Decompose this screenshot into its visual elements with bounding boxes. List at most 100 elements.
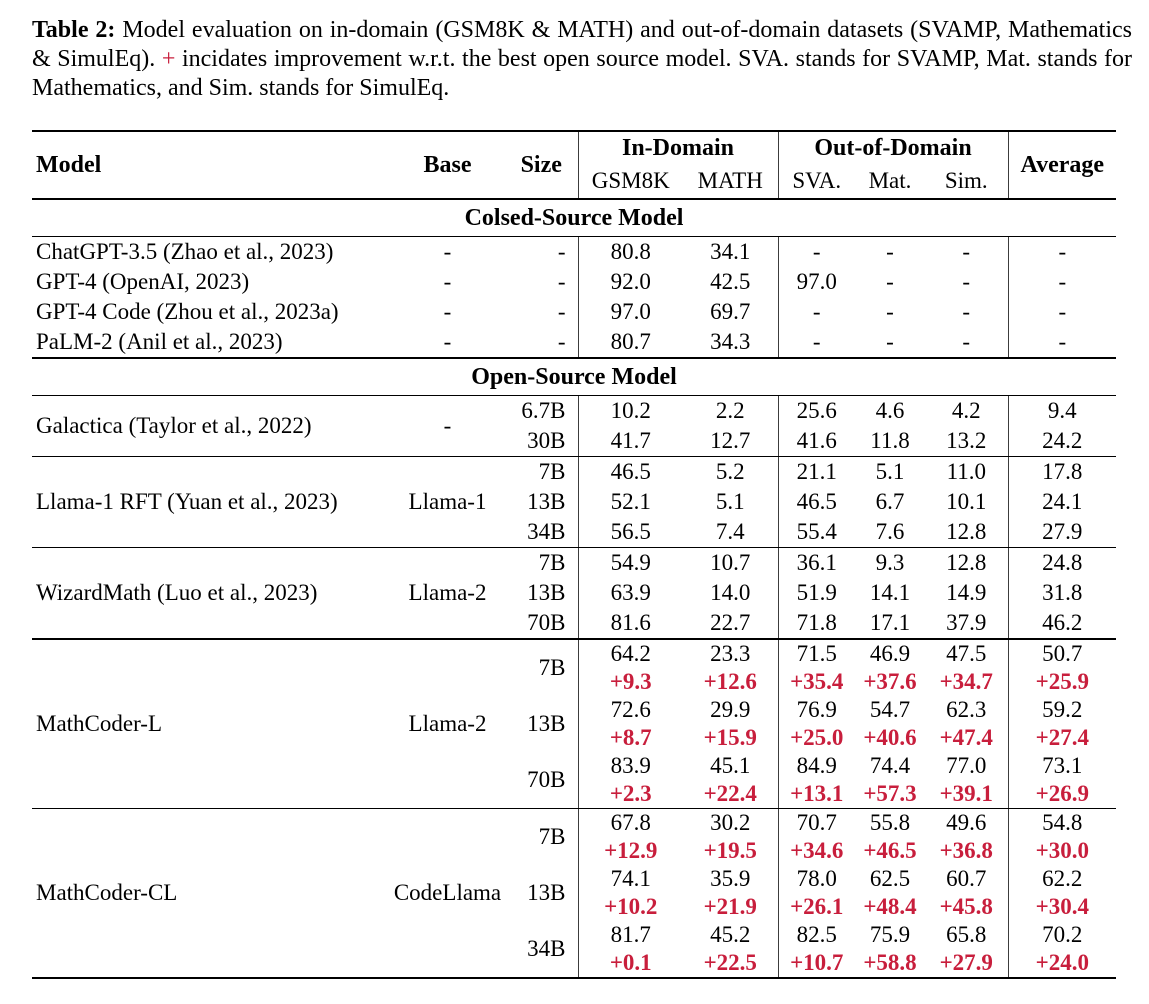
- score-cell: 24.1: [1007, 487, 1117, 517]
- model-size: 7B: [538, 459, 566, 484]
- score-cell: 22.7: [683, 608, 778, 640]
- improvement-row: +10.2 +21.9 +26.1 +48.4 +45.8 +30.4: [32, 893, 1117, 921]
- score-cell: 35.9: [710, 866, 751, 891]
- col-group-out-of-domain: Out-of-Domain: [777, 130, 1009, 164]
- model-size: -: [557, 239, 566, 264]
- improvement-cell: +34.6: [777, 837, 855, 865]
- score-cell: 54.8: [1007, 808, 1117, 837]
- score-cell: 83.9: [577, 752, 683, 780]
- model-size: 7B: [538, 550, 566, 575]
- improvement-cell: +37.6: [863, 669, 917, 694]
- score-row: GPT-4 (OpenAI, 2023) - -92.0 42.5 97.0- - -: [32, 267, 1117, 297]
- header-row-groups: Model Base Size In-Domain Out-of-Domain …: [32, 130, 1117, 200]
- model-size: 6.7B: [521, 398, 566, 423]
- score-cell: 45.2: [710, 922, 751, 947]
- score-cell: 71.5: [777, 639, 855, 668]
- improvement-row: +12.9 +19.5 +34.6 +46.5 +36.8 +30.0: [32, 837, 1117, 865]
- score-row: 13B 72.6 29.9 76.9 54.7 62.3 59.2: [32, 696, 1117, 736]
- score-cell: 97.0: [777, 267, 855, 297]
- score-cell: 27.9: [1007, 517, 1117, 548]
- model-size: 7B: [538, 824, 566, 849]
- score-cell: 10.2: [577, 395, 683, 426]
- improvement-cell: +40.6: [863, 725, 917, 750]
- score-cell: 9.3: [875, 550, 905, 575]
- base-model: -: [390, 327, 505, 359]
- results-table: Model Base Size In-Domain Out-of-Domain …: [32, 130, 1117, 979]
- model-size: 13B: [527, 580, 566, 605]
- improvement-cell: +2.3: [577, 780, 683, 809]
- model-name: GPT-4 (OpenAI, 2023): [36, 269, 250, 294]
- score-cell: 81.6: [577, 608, 683, 640]
- score-cell: -: [886, 239, 894, 264]
- score-cell: 36.1: [777, 547, 855, 578]
- improvement-cell: +36.8: [939, 838, 993, 863]
- score-cell: 2.2: [715, 398, 745, 423]
- col-header-base: Base: [390, 130, 505, 200]
- score-cell: 6.7: [875, 489, 905, 514]
- model-size: 34B: [505, 517, 578, 548]
- score-cell: -: [777, 236, 855, 267]
- score-cell: 46.2: [1007, 608, 1117, 640]
- model-size: -: [557, 299, 566, 324]
- score-cell: -: [962, 269, 971, 294]
- score-cell: 80.8: [577, 236, 683, 267]
- score-cell: 62.3: [946, 697, 987, 722]
- improvement-cell: +8.7: [577, 724, 683, 752]
- score-cell: 52.1: [577, 487, 683, 517]
- improvement-row: +9.3 +12.6 +35.4 +37.6 +34.7 +25.9: [32, 668, 1117, 696]
- score-cell: 51.9: [777, 578, 855, 608]
- score-cell: 64.2: [577, 639, 683, 668]
- score-cell: 12.8: [925, 517, 1009, 548]
- score-cell: 67.8: [577, 808, 683, 837]
- score-row: ChatGPT-3.5 (Zhao et al., 2023) - -80.8 34.…: [32, 236, 1117, 267]
- improvement-cell: +35.4: [777, 668, 855, 696]
- section-title: Open-Source Model: [32, 358, 1117, 396]
- col-header-sva: SVA.: [777, 164, 855, 200]
- section-title: Colsed-Source Model: [32, 199, 1117, 237]
- score-cell: 47.5: [946, 641, 987, 666]
- model-name: GPT-4 Code (Zhou et al., 2023a): [36, 299, 339, 324]
- base-model: -: [443, 269, 452, 294]
- model-name: MathCoder-L: [32, 639, 390, 809]
- score-cell: 73.1: [1007, 752, 1117, 780]
- score-cell: -: [777, 297, 855, 327]
- improvement-cell: +45.8: [939, 894, 993, 919]
- score-cell: 13.2: [925, 426, 1009, 457]
- score-cell: 10.1: [946, 489, 987, 514]
- score-cell: 74.1: [577, 865, 683, 893]
- model-name: MathCoder-CL: [32, 808, 390, 979]
- score-row: 34B 81.7 45.2 82.5 75.9 65.8 70.2: [32, 921, 1117, 979]
- score-cell: 92.0: [577, 267, 683, 297]
- model-size: -: [557, 269, 566, 294]
- score-cell: 41.6: [777, 426, 855, 457]
- improvement-cell: +13.1: [777, 780, 855, 809]
- score-cell: 46.5: [777, 487, 855, 517]
- score-cell: 84.9: [777, 752, 855, 780]
- score-row: 70B 83.9 45.1 84.9 74.4 77.0 73.1: [32, 752, 1117, 809]
- score-cell: 17.8: [1007, 456, 1117, 487]
- score-row: MathCoder-CL CodeLlama 7B 67.8 30.2 70.7 55.8 4…: [32, 808, 1117, 979]
- score-cell: 74.4: [869, 753, 911, 778]
- score-cell: 7.4: [683, 517, 778, 548]
- improvement-cell: +25.9: [1007, 668, 1117, 696]
- base-model: -: [390, 395, 505, 457]
- model-name: PaLM-2 (Anil et al., 2023): [32, 327, 390, 359]
- score-cell: -: [1007, 327, 1117, 359]
- table-caption: Table 2: Model evaluation on in-domain (…: [32, 16, 1132, 103]
- score-cell: 11.0: [946, 459, 986, 484]
- score-row: 70B 81.6 22.7 71.8 17.1 37.9 46.2: [32, 608, 1117, 640]
- section-row: Colsed-Source Model: [32, 199, 1117, 237]
- score-cell: 76.9: [777, 696, 855, 724]
- improvement-cell: +12.6: [703, 669, 757, 694]
- score-cell: 12.7: [683, 426, 778, 457]
- score-cell: 23.3: [710, 641, 751, 666]
- score-cell: 81.7: [577, 921, 683, 949]
- improvement-cell: +47.4: [939, 725, 993, 750]
- score-cell: 62.2: [1007, 865, 1117, 893]
- header-row-datasets: GSM8K MATH SVA. Mat. Sim.: [32, 164, 1116, 200]
- improvement-cell: +12.9: [577, 837, 683, 865]
- improvement-cell: +15.9: [703, 725, 757, 750]
- improvement-cell: +25.0: [777, 724, 855, 752]
- score-cell: 75.9: [869, 922, 911, 947]
- score-cell: 77.0: [946, 753, 987, 778]
